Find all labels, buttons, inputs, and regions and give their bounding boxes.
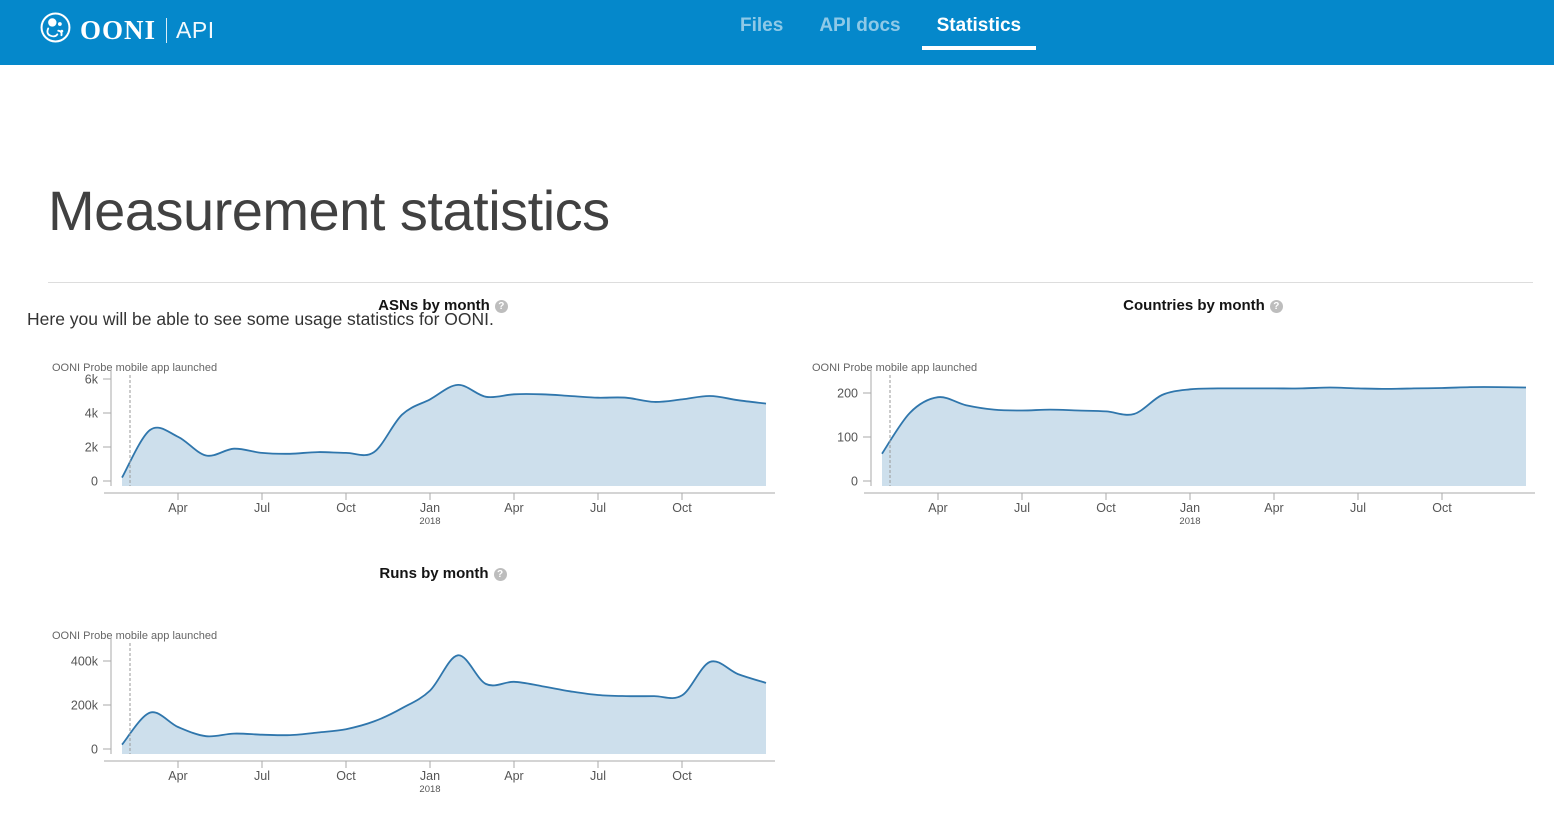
main-nav: Files API docs Statistics xyxy=(725,0,1037,50)
y-tick-label: 100 xyxy=(837,430,858,444)
y-tick-label: 0 xyxy=(91,475,98,489)
y-tick-label: 400k xyxy=(71,654,99,668)
runs-area-chart: OONI Probe mobile app launched 0 200k 400k A… xyxy=(52,630,775,795)
y-tick-label: 2k xyxy=(85,440,99,454)
nav-tab-files[interactable]: Files xyxy=(740,15,784,36)
x-tick-label: Jul xyxy=(254,769,270,783)
x-tick-label: Apr xyxy=(928,501,947,515)
annotation-label: OONI Probe mobile app launched xyxy=(52,362,217,374)
x-tick-label: Apr xyxy=(504,769,523,783)
chart-title-text: Runs by month xyxy=(379,565,489,582)
chart-countries-by-month: Countries by month? OONI Probe mobile ap… xyxy=(800,296,1554,533)
area-fill xyxy=(122,384,766,486)
x-tick-label: Jan xyxy=(420,769,440,783)
nav-tab-api-docs[interactable]: API docs xyxy=(819,15,901,36)
y-tick-label: 200 xyxy=(837,386,858,400)
x-tick-label: Jul xyxy=(590,501,606,515)
x-tick-label: Oct xyxy=(1432,501,1452,515)
x-tick-label: Oct xyxy=(672,501,692,515)
x-tick-label: Jul xyxy=(254,501,270,515)
x-tick-sublabel: 2018 xyxy=(419,784,440,795)
x-tick-label: Jul xyxy=(590,769,606,783)
help-icon[interactable]: ? xyxy=(1269,300,1283,313)
x-tick-label: Apr xyxy=(168,501,187,515)
x-tick-label: Jul xyxy=(1350,501,1366,515)
chart-title-text: ASNs by month xyxy=(378,297,490,314)
chart-title-text: Countries by month xyxy=(1123,297,1265,314)
intro-text: Here you will be able to see some usage … xyxy=(27,309,494,330)
y-tick-label: 200k xyxy=(71,698,99,712)
x-tick-label: Apr xyxy=(1264,501,1283,515)
y-tick-label: 0 xyxy=(851,475,858,489)
annotation-label: OONI Probe mobile app launched xyxy=(812,362,977,374)
y-tick-label: 4k xyxy=(85,406,99,420)
help-icon[interactable]: ? xyxy=(494,300,508,313)
chart-title: Runs by month? xyxy=(111,564,775,584)
x-tick-label: Apr xyxy=(168,769,187,783)
area-fill xyxy=(882,387,1526,486)
area-line xyxy=(881,386,1527,455)
divider xyxy=(48,282,1533,284)
ooni-logo[interactable]: OONI API xyxy=(40,12,215,48)
chart-title: Countries by month? xyxy=(871,296,1535,316)
x-tick-sublabel: 2018 xyxy=(1179,516,1200,527)
x-tick-label: Jul xyxy=(1014,501,1030,515)
x-tick-label: Jan xyxy=(420,501,440,515)
x-tick-label: Oct xyxy=(336,501,356,515)
nav-tab-statistics[interactable]: Statistics xyxy=(921,0,1037,50)
asns-area-chart: OONI Probe mobile app launched 0 2k 4k 6k Apr… xyxy=(52,362,775,527)
x-tick-sublabel: 2018 xyxy=(419,516,440,527)
logo-divider xyxy=(166,17,168,43)
annotation-label: OONI Probe mobile app launched xyxy=(52,630,217,642)
ooni-octopus-icon xyxy=(40,12,71,48)
y-tick-label: 0 xyxy=(91,743,98,757)
chart-runs-by-month: Runs by month? OONI Probe mobile app lau… xyxy=(40,564,800,801)
area-line xyxy=(121,654,767,746)
x-tick-label: Oct xyxy=(336,769,356,783)
x-tick-label: Jan xyxy=(1180,501,1200,515)
x-tick-label: Apr xyxy=(504,501,523,515)
area-line xyxy=(121,383,767,479)
page-title: Measurement statistics xyxy=(48,179,610,242)
x-tick-label: Oct xyxy=(672,769,692,783)
help-icon[interactable]: ? xyxy=(493,568,507,581)
y-tick-label: 6k xyxy=(85,372,99,386)
logo-sub-text: API xyxy=(176,16,215,43)
chart-asns-by-month: ASNs by month? OONI Probe mobile app lau… xyxy=(40,296,800,533)
countries-area-chart: OONI Probe mobile app launched 0 100 200 Apr… xyxy=(812,362,1535,527)
area-fill xyxy=(122,655,766,754)
logo-brand-text: OONI xyxy=(80,14,157,45)
chart-title: ASNs by month? xyxy=(111,296,775,316)
x-tick-label: Oct xyxy=(1096,501,1116,515)
app-header: OONI API Files API docs Statistics xyxy=(0,0,1554,65)
